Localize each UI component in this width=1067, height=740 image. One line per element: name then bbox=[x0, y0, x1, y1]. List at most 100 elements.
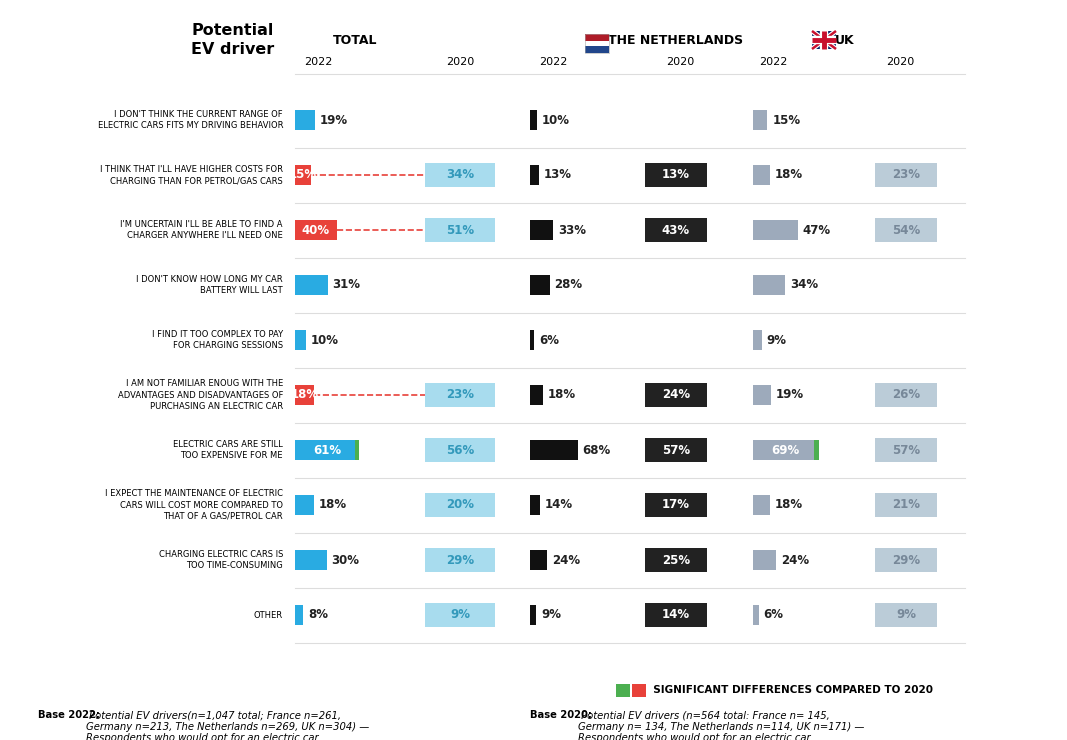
Bar bbox=[753, 275, 785, 295]
Text: 14%: 14% bbox=[545, 499, 573, 511]
Bar bbox=[753, 495, 770, 515]
Text: 2022: 2022 bbox=[539, 57, 568, 67]
Bar bbox=[644, 218, 707, 242]
Text: OTHER: OTHER bbox=[254, 610, 283, 619]
Bar bbox=[753, 220, 798, 240]
Text: ELECTRIC CARS ARE STILL
TOO EXPENSIVE FOR ME: ELECTRIC CARS ARE STILL TOO EXPENSIVE FO… bbox=[173, 440, 283, 460]
Text: THE NETHERLANDS: THE NETHERLANDS bbox=[608, 33, 743, 47]
Bar bbox=[425, 163, 495, 187]
Text: 15%: 15% bbox=[773, 113, 800, 127]
Text: I DON'T THINK THE CURRENT RANGE OF
ELECTRIC CARS FITS MY DRIVING BEHAVIOR: I DON'T THINK THE CURRENT RANGE OF ELECT… bbox=[97, 110, 283, 130]
Text: 43%: 43% bbox=[662, 223, 690, 237]
Text: Potential
EV driver: Potential EV driver bbox=[191, 23, 274, 57]
Text: 2022: 2022 bbox=[759, 57, 787, 67]
Text: Potential EV drivers(n=1,047 total; France n=261,
Germany n=213, The Netherlands: Potential EV drivers(n=1,047 total; Fran… bbox=[86, 710, 369, 740]
Bar bbox=[644, 438, 707, 462]
Text: 13%: 13% bbox=[544, 169, 572, 181]
Text: I AM NOT FAMILIAR ENOUG WITH THE
ADVANTAGES AND DISADVANTAGES OF
PURCHASING AN E: I AM NOT FAMILIAR ENOUG WITH THE ADVANTA… bbox=[117, 380, 283, 411]
Text: 34%: 34% bbox=[446, 169, 474, 181]
Bar bbox=[644, 603, 707, 627]
Text: CHARGING ELECTRIC CARS IS
TOO TIME-CONSUMING: CHARGING ELECTRIC CARS IS TOO TIME-CONSU… bbox=[159, 550, 283, 570]
Text: 2020: 2020 bbox=[446, 57, 474, 67]
Bar bbox=[530, 220, 553, 240]
Bar bbox=[585, 41, 609, 47]
Bar bbox=[530, 110, 537, 130]
Bar bbox=[875, 548, 937, 572]
Text: 20%: 20% bbox=[446, 499, 474, 511]
Bar bbox=[875, 493, 937, 517]
Text: 40%: 40% bbox=[302, 223, 330, 237]
Bar bbox=[425, 438, 495, 462]
Text: 19%: 19% bbox=[320, 113, 348, 127]
Text: 26%: 26% bbox=[892, 388, 920, 402]
Text: 24%: 24% bbox=[552, 554, 580, 567]
Bar bbox=[294, 495, 314, 515]
Bar bbox=[753, 605, 759, 625]
Text: 18%: 18% bbox=[775, 499, 803, 511]
Text: 6%: 6% bbox=[539, 334, 559, 346]
Bar bbox=[355, 440, 360, 460]
Text: 15%: 15% bbox=[289, 169, 317, 181]
Text: 9%: 9% bbox=[766, 334, 786, 346]
Text: 23%: 23% bbox=[446, 388, 474, 402]
Bar bbox=[530, 605, 537, 625]
Text: 57%: 57% bbox=[892, 443, 920, 457]
Bar bbox=[644, 163, 707, 187]
Bar bbox=[530, 440, 577, 460]
Text: Potential EV drivers (n=564 total: France n= 145,
Germany n= 134, The Netherland: Potential EV drivers (n=564 total: Franc… bbox=[578, 710, 864, 740]
Bar bbox=[812, 31, 837, 49]
Bar bbox=[294, 385, 314, 405]
Bar bbox=[425, 493, 495, 517]
Text: I'M UNCERTAIN I'LL BE ABLE TO FIND A
CHARGER ANYWHERE I'LL NEED ONE: I'M UNCERTAIN I'LL BE ABLE TO FIND A CHA… bbox=[121, 220, 283, 240]
Bar bbox=[294, 275, 328, 295]
Bar bbox=[814, 440, 818, 460]
Bar bbox=[294, 440, 355, 460]
Text: 34%: 34% bbox=[791, 278, 818, 292]
Text: I DON'T KNOW HOW LONG MY CAR
BATTERY WILL LAST: I DON'T KNOW HOW LONG MY CAR BATTERY WIL… bbox=[137, 275, 283, 295]
Text: I EXPECT THE MAINTENANCE OF ELECTRIC
CARS WILL COST MORE COMPARED TO
THAT OF A G: I EXPECT THE MAINTENANCE OF ELECTRIC CAR… bbox=[105, 489, 283, 521]
Bar bbox=[644, 548, 707, 572]
Text: 19%: 19% bbox=[776, 388, 805, 402]
Text: 33%: 33% bbox=[558, 223, 586, 237]
Text: 6%: 6% bbox=[764, 608, 783, 622]
Text: I FIND IT TOO COMPLEX TO PAY
FOR CHARGING SESSIONS: I FIND IT TOO COMPLEX TO PAY FOR CHARGIN… bbox=[152, 330, 283, 350]
Bar bbox=[753, 165, 770, 185]
Bar bbox=[753, 330, 762, 350]
Bar bbox=[530, 495, 540, 515]
Text: 18%: 18% bbox=[775, 169, 803, 181]
Text: 17%: 17% bbox=[662, 499, 690, 511]
Bar bbox=[294, 385, 314, 405]
Text: 18%: 18% bbox=[319, 499, 347, 511]
Text: 31%: 31% bbox=[333, 278, 361, 292]
Text: 10%: 10% bbox=[542, 113, 570, 127]
Text: 68%: 68% bbox=[583, 443, 610, 457]
Text: 29%: 29% bbox=[892, 554, 920, 567]
Text: 47%: 47% bbox=[802, 223, 831, 237]
Bar bbox=[753, 440, 814, 460]
Bar bbox=[616, 684, 630, 696]
Text: 2022: 2022 bbox=[304, 57, 332, 67]
Bar bbox=[875, 218, 937, 242]
Bar bbox=[644, 383, 707, 407]
Bar bbox=[425, 218, 495, 242]
Text: 69%: 69% bbox=[771, 443, 800, 457]
Bar bbox=[644, 493, 707, 517]
Text: 10%: 10% bbox=[310, 334, 338, 346]
Text: 24%: 24% bbox=[662, 388, 690, 402]
Text: Base 2020:: Base 2020: bbox=[530, 710, 592, 720]
Bar bbox=[753, 110, 767, 130]
Text: 57%: 57% bbox=[662, 443, 690, 457]
Bar bbox=[875, 383, 937, 407]
Text: 51%: 51% bbox=[446, 223, 474, 237]
Text: 18%: 18% bbox=[290, 388, 319, 402]
Bar bbox=[632, 684, 646, 696]
Bar bbox=[530, 330, 535, 350]
Text: 9%: 9% bbox=[450, 608, 469, 622]
Text: 28%: 28% bbox=[555, 278, 583, 292]
Text: 2020: 2020 bbox=[666, 57, 695, 67]
Text: 56%: 56% bbox=[446, 443, 474, 457]
Text: 13%: 13% bbox=[662, 169, 690, 181]
Bar bbox=[585, 34, 609, 41]
Bar bbox=[530, 385, 543, 405]
Text: 61%: 61% bbox=[313, 443, 341, 457]
